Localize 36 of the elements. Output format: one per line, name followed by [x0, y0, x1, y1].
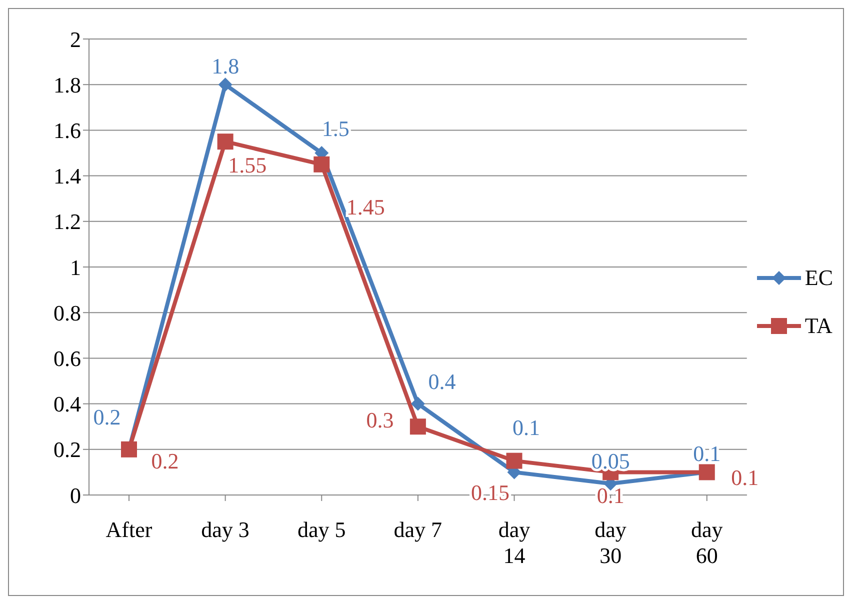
x-tick-label: day 7 — [394, 517, 442, 542]
x-tick-label: day 30 — [594, 517, 626, 568]
legend-label: EC — [804, 265, 833, 291]
point — [410, 418, 426, 435]
x-tick-label: day 14 — [498, 517, 530, 568]
y-tick-label: 0.2 — [54, 437, 81, 462]
data-label: 1.8 — [212, 54, 240, 79]
y-tick-label: 2 — [70, 26, 81, 52]
data-label: 0.3 — [366, 408, 394, 433]
legend-label: TA — [804, 313, 832, 339]
point — [506, 452, 522, 469]
x-tick-label: day 60 — [690, 517, 723, 568]
y-tick-label: 1.2 — [54, 209, 81, 234]
y-tick-label: 0.6 — [54, 346, 81, 372]
data-label: 1.55 — [228, 152, 267, 178]
data-label: 0.4 — [428, 368, 456, 394]
x-tick-label: After — [106, 517, 153, 542]
data-label: 0.1 — [512, 415, 540, 440]
data-label: 1.45 — [346, 194, 385, 220]
x-tick-label: day 5 — [297, 517, 346, 542]
y-tick-label: 1.8 — [54, 72, 81, 98]
data-label: 0.05 — [591, 448, 630, 474]
y-tick-label: 0.4 — [54, 392, 81, 417]
data-label: 0.2 — [151, 448, 179, 474]
point — [314, 156, 330, 172]
point — [218, 78, 232, 92]
x-tick-label: day 3 — [201, 517, 250, 542]
y-tick-label: 0 — [70, 482, 81, 508]
data-label: 0.1 — [731, 465, 759, 490]
y-tick-label: 1.4 — [54, 164, 81, 189]
y-tick-label: 1 — [70, 254, 81, 280]
data-label: 0.2 — [93, 404, 121, 430]
point — [217, 134, 234, 150]
point — [410, 396, 425, 411]
y-tick-label: 1.6 — [54, 118, 81, 144]
y-tick-label: 0.8 — [54, 300, 81, 326]
